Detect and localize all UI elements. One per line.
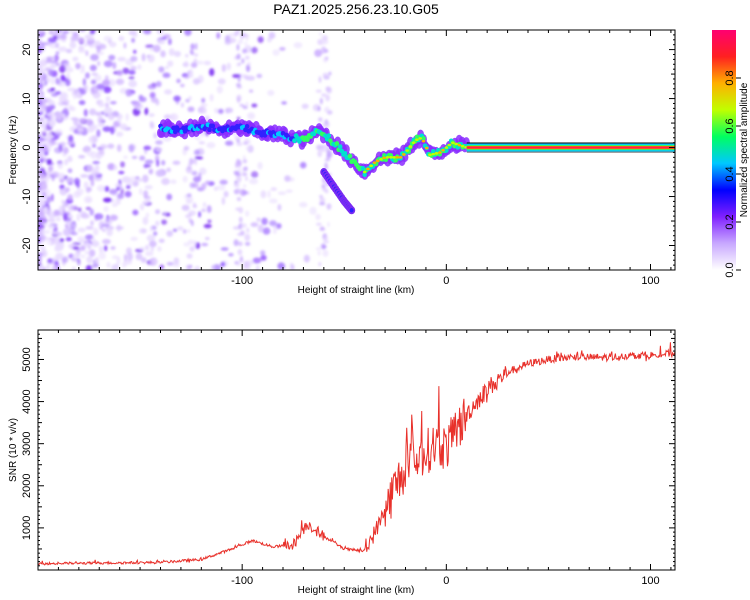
x-tick-label: 100 — [641, 275, 659, 287]
x-tick-label: 0 — [443, 575, 449, 587]
x-tick-label: 100 — [641, 575, 659, 587]
spectrogram-xlabel: Height of straight line (km) — [298, 285, 415, 296]
colorbar: 0.0 0.2 0.4 0.6 0.8 Normalized spectral ampl… — [712, 30, 750, 278]
colorbar-label: Normalized spectral amplitude — [739, 82, 750, 217]
y-tick-label: 5000 — [21, 347, 33, 371]
x-tick-label: -100 — [231, 575, 253, 587]
x-tick-label: -100 — [231, 275, 253, 287]
snr-frame — [37, 329, 676, 571]
colorbar-gradient — [712, 30, 736, 270]
y-tick-label: 0 — [21, 144, 33, 150]
y-tick-label: 4000 — [21, 389, 33, 413]
y-tick-label: -20 — [21, 238, 33, 254]
chart-title: PAZ1.2025.256.23.10.G05 — [273, 1, 439, 17]
y-tick-label: -10 — [21, 189, 33, 205]
y-tick-label: 3000 — [21, 431, 33, 455]
y-tick-label: 1000 — [21, 516, 33, 540]
colorbar-ticks: 0.0 0.2 0.4 0.6 0.8 — [724, 70, 741, 278]
heatmap-layer — [38, 30, 675, 270]
snr-xlabel: Height of straight line (km) — [298, 585, 415, 596]
spectrogram-ylabel: Frequency (Hz) — [8, 116, 19, 185]
colorbar-tick-label: 0.8 — [724, 70, 736, 85]
y-tick-label: 2000 — [21, 474, 33, 498]
colorbar-tick-label: 0.6 — [724, 118, 736, 133]
y-tick-label: 10 — [21, 92, 33, 104]
y-tick-label: 20 — [21, 43, 33, 55]
snr-panel: -100 0 100 1000 2000 3000 4000 5000 Height of s… — [8, 329, 676, 596]
snr-ylabel: SNR (10 * v/v) — [8, 418, 19, 482]
colorbar-tick-label: 0.4 — [724, 166, 736, 181]
colorbar-tick-label: 0.2 — [724, 214, 736, 229]
x-tick-label: 0 — [443, 275, 449, 287]
snr-ticks: -100 0 100 1000 2000 3000 4000 5000 — [21, 329, 675, 587]
spectrogram-frame — [37, 29, 676, 271]
colorbar-tick-label: 0.0 — [724, 262, 736, 277]
snr-line — [38, 342, 675, 566]
